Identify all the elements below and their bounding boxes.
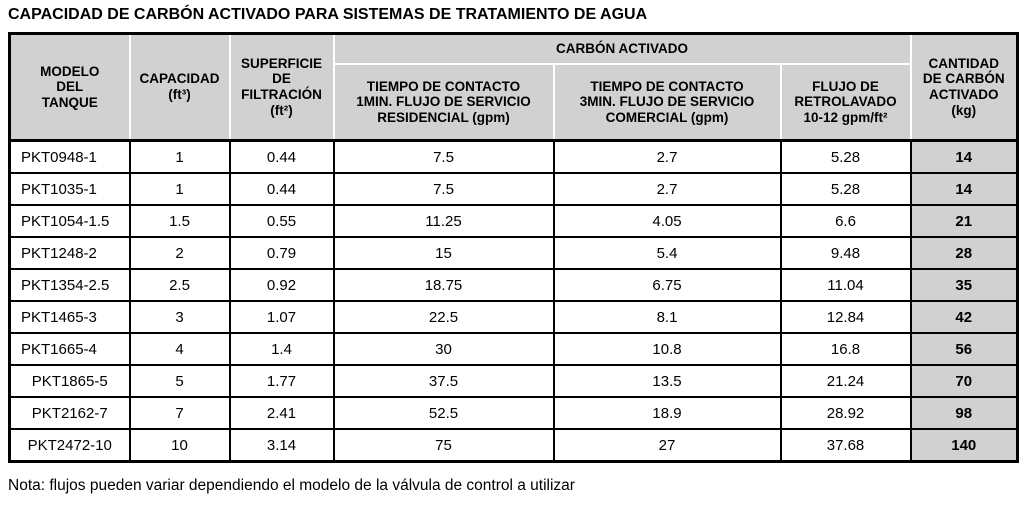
value-cell: 10.8 [552, 332, 782, 366]
table-body: PKT0948-1 1 0.44 7.5 2.7 5.28 14 PKT1035-1 1 0.44… [8, 139, 1019, 463]
value-cell: 3.14 [228, 428, 335, 463]
carbon-qty-cell: 98 [909, 396, 1019, 430]
value-cell: 1.5 [128, 204, 231, 238]
model-cell: PKT1035-1 [8, 172, 131, 206]
carbon-qty-cell: 14 [909, 139, 1019, 174]
value-cell: 1.77 [228, 364, 335, 398]
value-cell: 12.84 [779, 300, 912, 334]
value-cell: 4.05 [552, 204, 782, 238]
col-header-cantidad-de-carbon-activado: CANTIDAD DE CARBÓN ACTIVADO (kg) [909, 32, 1019, 142]
carbon-qty-cell: 140 [909, 428, 1019, 463]
table-row: PKT1354-2.5 2.5 0.92 18.75 6.75 11.04 35 [8, 268, 1019, 302]
model-cell: PKT1054-1.5 [8, 204, 131, 238]
model-cell: PKT2162-7 [8, 396, 131, 430]
table-row: PKT1465-3 3 1.07 22.5 8.1 12.84 42 [8, 300, 1019, 334]
table-row: PKT1665-4 4 1.4 30 10.8 16.8 56 [8, 332, 1019, 366]
value-cell: 3 [128, 300, 231, 334]
value-cell: 8.1 [552, 300, 782, 334]
value-cell: 21.24 [779, 364, 912, 398]
table-row: PKT0948-1 1 0.44 7.5 2.7 5.28 14 [8, 139, 1019, 174]
value-cell: 2.7 [552, 139, 782, 174]
value-cell: 1.07 [228, 300, 335, 334]
carbon-qty-cell: 21 [909, 204, 1019, 238]
value-cell: 1 [128, 172, 231, 206]
value-cell: 13.5 [552, 364, 782, 398]
value-cell: 5.4 [552, 236, 782, 270]
value-cell: 5 [128, 364, 231, 398]
value-cell: 2.41 [228, 396, 335, 430]
col-group-carbon-activado: CARBÓN ACTIVADO [332, 32, 912, 65]
value-cell: 0.79 [228, 236, 335, 270]
col-header-modelo-del-tanque: MODELO DEL TANQUE [8, 32, 131, 142]
value-cell: 30 [332, 332, 555, 366]
header-sub-row: TIEMPO DE CONTACTO 1MIN. FLUJO DE SERVIC… [10, 63, 1018, 142]
value-cell: 7.5 [332, 172, 555, 206]
value-cell: 0.92 [228, 268, 335, 302]
table-row: PKT1248-2 2 0.79 15 5.4 9.48 28 [8, 236, 1019, 270]
value-cell: 18.75 [332, 268, 555, 302]
value-cell: 2 [128, 236, 231, 270]
table-row: PKT1035-1 1 0.44 7.5 2.7 5.28 14 [8, 172, 1019, 206]
page-title: CAPACIDAD DE CARBÓN ACTIVADO PARA SISTEM… [8, 6, 648, 23]
value-cell: 2.5 [128, 268, 231, 302]
value-cell: 0.44 [228, 139, 335, 174]
value-cell: 1 [128, 139, 231, 174]
model-cell: PKT1248-2 [8, 236, 131, 270]
col-header-flujo-retrolavado: FLUJO DE RETROLAVADO 10-12 gpm/ft² [779, 63, 912, 142]
value-cell: 11.25 [332, 204, 555, 238]
value-cell: 10 [128, 428, 231, 463]
value-cell: 7 [128, 396, 231, 430]
col-header-servicio-comercial: TIEMPO DE CONTACTO 3MIN. FLUJO DE SERVIC… [552, 63, 782, 142]
model-cell: PKT0948-1 [8, 139, 131, 174]
carbon-qty-cell: 35 [909, 268, 1019, 302]
col-header-superficie-de-filtracion: SUPERFICIE DE FILTRACIÓN (ft²) [228, 32, 335, 142]
value-cell: 5.28 [779, 172, 912, 206]
value-cell: 15 [332, 236, 555, 270]
carbon-qty-cell: 14 [909, 172, 1019, 206]
value-cell: 11.04 [779, 268, 912, 302]
value-cell: 1.4 [228, 332, 335, 366]
value-cell: 52.5 [332, 396, 555, 430]
value-cell: 5.28 [779, 139, 912, 174]
value-cell: 22.5 [332, 300, 555, 334]
model-cell: PKT2472-10 [8, 428, 131, 463]
model-cell: PKT1665-4 [8, 332, 131, 366]
capacity-table: MODELO DEL TANQUE CAPACIDAD (ft³) SUPERF… [8, 32, 1020, 463]
value-cell: 16.8 [779, 332, 912, 366]
col-header-servicio-residencial: TIEMPO DE CONTACTO 1MIN. FLUJO DE SERVIC… [332, 63, 555, 142]
carbon-qty-cell: 28 [909, 236, 1019, 270]
value-cell: 75 [332, 428, 555, 463]
carbon-qty-cell: 42 [909, 300, 1019, 334]
value-cell: 0.55 [228, 204, 335, 238]
col-header-capacidad: CAPACIDAD (ft³) [128, 32, 231, 142]
value-cell: 9.48 [779, 236, 912, 270]
value-cell: 27 [552, 428, 782, 463]
model-cell: PKT1865-5 [8, 364, 131, 398]
header-group-row: MODELO DEL TANQUE CAPACIDAD (ft³) SUPERF… [8, 32, 1019, 142]
value-cell: 6.6 [779, 204, 912, 238]
table-header: MODELO DEL TANQUE CAPACIDAD (ft³) SUPERF… [8, 32, 1019, 142]
table-row: PKT2472-10 10 3.14 75 27 37.68 140 [8, 428, 1019, 463]
value-cell: 2.7 [552, 172, 782, 206]
value-cell: 18.9 [552, 396, 782, 430]
model-cell: PKT1354-2.5 [8, 268, 131, 302]
carbon-qty-cell: 56 [909, 332, 1019, 366]
value-cell: 37.5 [332, 364, 555, 398]
table-row: PKT2162-7 7 2.41 52.5 18.9 28.92 98 [8, 396, 1019, 430]
value-cell: 4 [128, 332, 231, 366]
value-cell: 37.68 [779, 428, 912, 463]
page: CAPACIDAD DE CARBÓN ACTIVADO PARA SISTEM… [8, 6, 1020, 494]
value-cell: 7.5 [332, 139, 555, 174]
table-note: Nota: flujos pueden variar dependiendo e… [8, 477, 575, 494]
table-row: PKT1054-1.5 1.5 0.55 11.25 4.05 6.6 21 [8, 204, 1019, 238]
value-cell: 6.75 [552, 268, 782, 302]
model-cell: PKT1465-3 [8, 300, 131, 334]
value-cell: 28.92 [779, 396, 912, 430]
table-row: PKT1865-5 5 1.77 37.5 13.5 21.24 70 [8, 364, 1019, 398]
carbon-qty-cell: 70 [909, 364, 1019, 398]
value-cell: 0.44 [228, 172, 335, 206]
